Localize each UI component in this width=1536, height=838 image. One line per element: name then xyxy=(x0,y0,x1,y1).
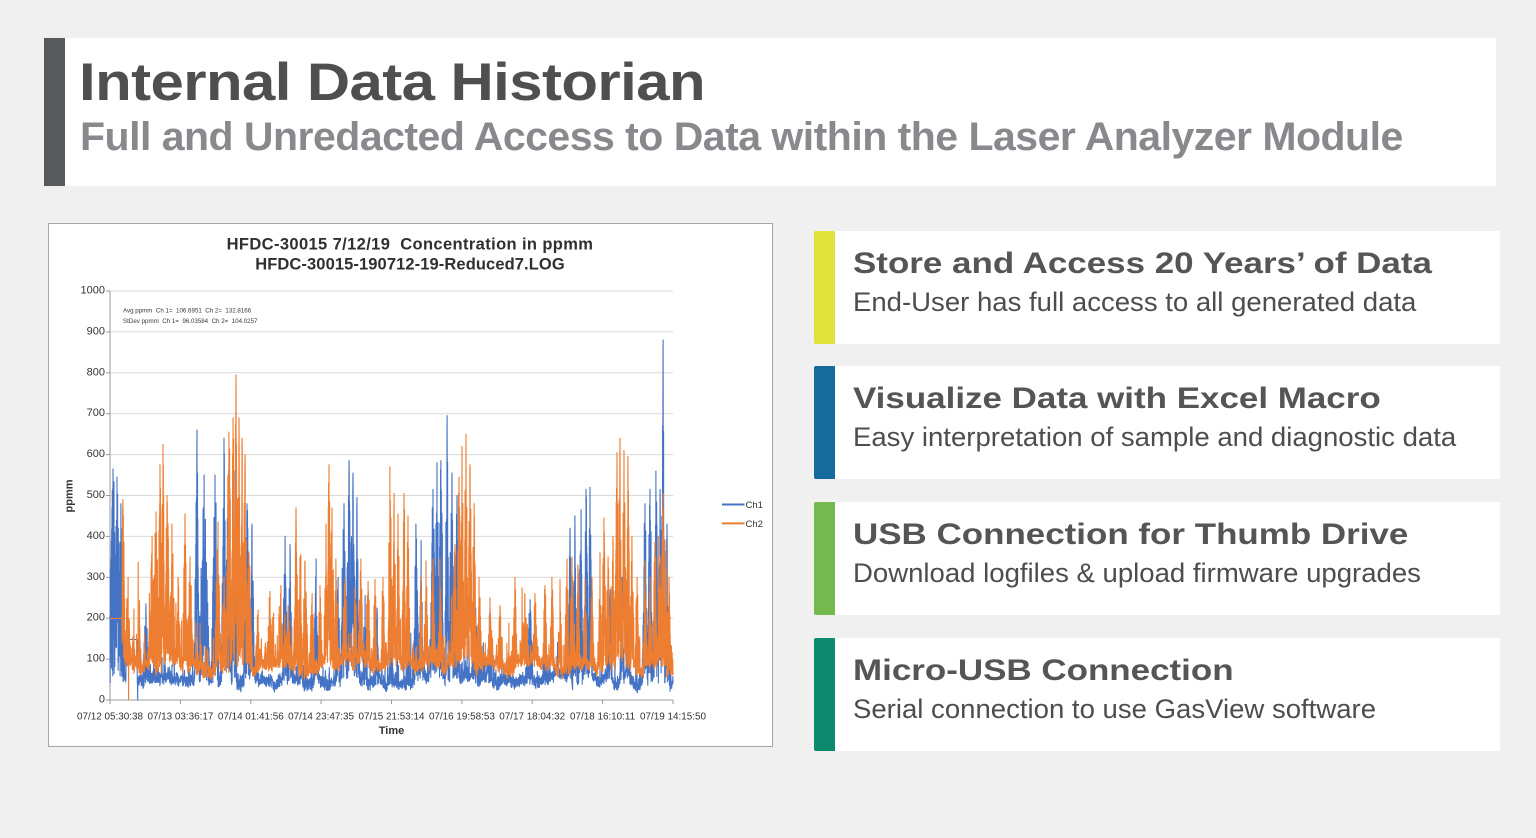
svg-text:Ch1: Ch1 xyxy=(746,500,763,511)
svg-text:HFDC-30015-190712-19-Reduced7.: HFDC-30015-190712-19-Reduced7.LOG xyxy=(255,256,565,274)
svg-text:800: 800 xyxy=(87,366,105,378)
svg-text:0: 0 xyxy=(99,694,105,706)
svg-text:07/13 03:36:17: 07/13 03:36:17 xyxy=(147,712,213,723)
svg-text:07/16 19:58:53: 07/16 19:58:53 xyxy=(429,712,495,723)
svg-text:HFDC-30015 7/12/19 Concentrat: HFDC-30015 7/12/19 Concentration in ppmm xyxy=(227,236,594,254)
svg-text:600: 600 xyxy=(87,448,105,460)
svg-text:900: 900 xyxy=(87,325,105,337)
svg-text:Time: Time xyxy=(379,725,404,737)
svg-text:07/17 18:04:32: 07/17 18:04:32 xyxy=(499,712,565,723)
svg-text:07/14 23:47:35: 07/14 23:47:35 xyxy=(288,712,354,723)
svg-text:07/19 14:15:50: 07/19 14:15:50 xyxy=(640,712,706,723)
svg-text:07/14 01:41:56: 07/14 01:41:56 xyxy=(218,712,284,723)
svg-text:300: 300 xyxy=(87,571,105,583)
svg-text:400: 400 xyxy=(87,530,105,542)
svg-text:07/12 05:30:38: 07/12 05:30:38 xyxy=(77,712,143,723)
svg-text:1000: 1000 xyxy=(81,285,105,297)
svg-text:Avg ppmm Ch 1= 106.6951 Ch: Avg ppmm Ch 1= 106.6951 Ch 2= 132.8166 xyxy=(123,308,252,315)
svg-text:ppmm: ppmm xyxy=(64,479,76,512)
svg-text:Ch2: Ch2 xyxy=(746,519,763,530)
svg-text:StDev ppmm Ch 1= 96.03584 C: StDev ppmm Ch 1= 96.03584 Ch 2= 104.0257 xyxy=(123,318,258,325)
svg-text:700: 700 xyxy=(87,407,105,419)
svg-text:07/15 21:53:14: 07/15 21:53:14 xyxy=(359,712,425,723)
svg-text:07/18 16:10:11: 07/18 16:10:11 xyxy=(570,712,636,723)
svg-text:100: 100 xyxy=(87,653,105,665)
svg-text:500: 500 xyxy=(87,489,105,501)
svg-text:200: 200 xyxy=(87,612,105,624)
